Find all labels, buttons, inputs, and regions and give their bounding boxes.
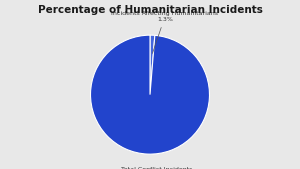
Text: Incidents Affecting Humanitarians
1.3%: Incidents Affecting Humanitarians 1.3% xyxy=(111,11,218,53)
Text: Total Conflict Incidents
98.7%: Total Conflict Incidents 98.7% xyxy=(122,167,193,169)
Wedge shape xyxy=(91,35,209,154)
Title: Percentage of Humanitarian Incidents: Percentage of Humanitarian Incidents xyxy=(38,5,262,15)
Wedge shape xyxy=(150,35,155,95)
